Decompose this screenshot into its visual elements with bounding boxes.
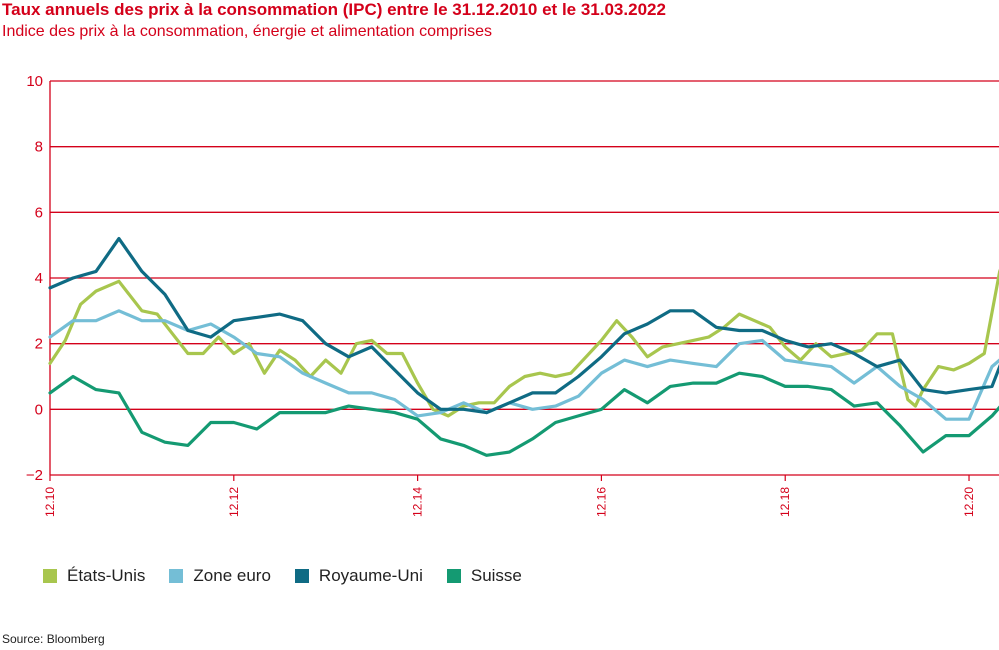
legend-item-zone-euro: Zone euro [169, 566, 271, 586]
chart-subtitle: Indice des prix à la consommation, énerg… [2, 23, 493, 40]
grid-lines [49, 80, 999, 476]
legend-label-suisse: Suisse [470, 566, 522, 585]
legend-item-suisse: Suisse [446, 566, 522, 586]
x-tick-label: 12.10 [43, 487, 57, 517]
series-lines [48, 237, 999, 457]
x-tick-label: 12.12 [227, 487, 241, 517]
legend-item-etats-unis: États-Unis [43, 566, 145, 586]
legend-swatch-suisse [446, 569, 461, 583]
x-axis: 12.10 12.12 12.14 12.16 12.18 12.20 [43, 475, 976, 517]
series-line-royaume-uni [48, 237, 999, 415]
line-chart: 10 8 6 4 2 0 −2 12.10 12.12 12.14 12.16 12.18 12.20 [26, 73, 999, 517]
legend-swatch-royaume-uni [294, 569, 309, 583]
y-axis: 10 8 6 4 2 0 −2 [26, 73, 43, 484]
y-tick-label: 2 [35, 336, 43, 353]
series-line-zone-euro [48, 309, 999, 421]
x-tick-label: 12.16 [594, 487, 608, 517]
x-tick-label: 12.20 [962, 487, 976, 517]
y-tick-label: 10 [26, 73, 43, 90]
y-tick-label: 6 [35, 204, 43, 221]
legend-item-royaume-uni: Royaume-Uni [294, 566, 423, 586]
legend-swatch-etats-unis [43, 569, 57, 583]
source-note: Source: Bloomberg [2, 632, 105, 646]
chart-title: Taux annuels des prix à la consommation … [2, 0, 666, 19]
legend-label-royaume-uni: Royaume-Uni [318, 566, 423, 585]
y-tick-label: 4 [35, 270, 43, 287]
x-tick-label: 12.18 [778, 487, 792, 517]
y-tick-label: 8 [35, 139, 43, 156]
series-line-suisse [48, 371, 999, 457]
y-tick-label: 0 [35, 401, 43, 418]
y-tick-label: −2 [26, 467, 43, 484]
series-line--tats-unis [48, 268, 999, 418]
legend: États-Unis Zone euro Royaume-Uni Suisse [43, 566, 546, 586]
legend-swatch-zone-euro [169, 569, 184, 583]
legend-label-etats-unis: États-Unis [67, 566, 146, 585]
x-tick-label: 12.14 [411, 487, 425, 517]
legend-label-zone-euro: Zone euro [193, 566, 271, 585]
